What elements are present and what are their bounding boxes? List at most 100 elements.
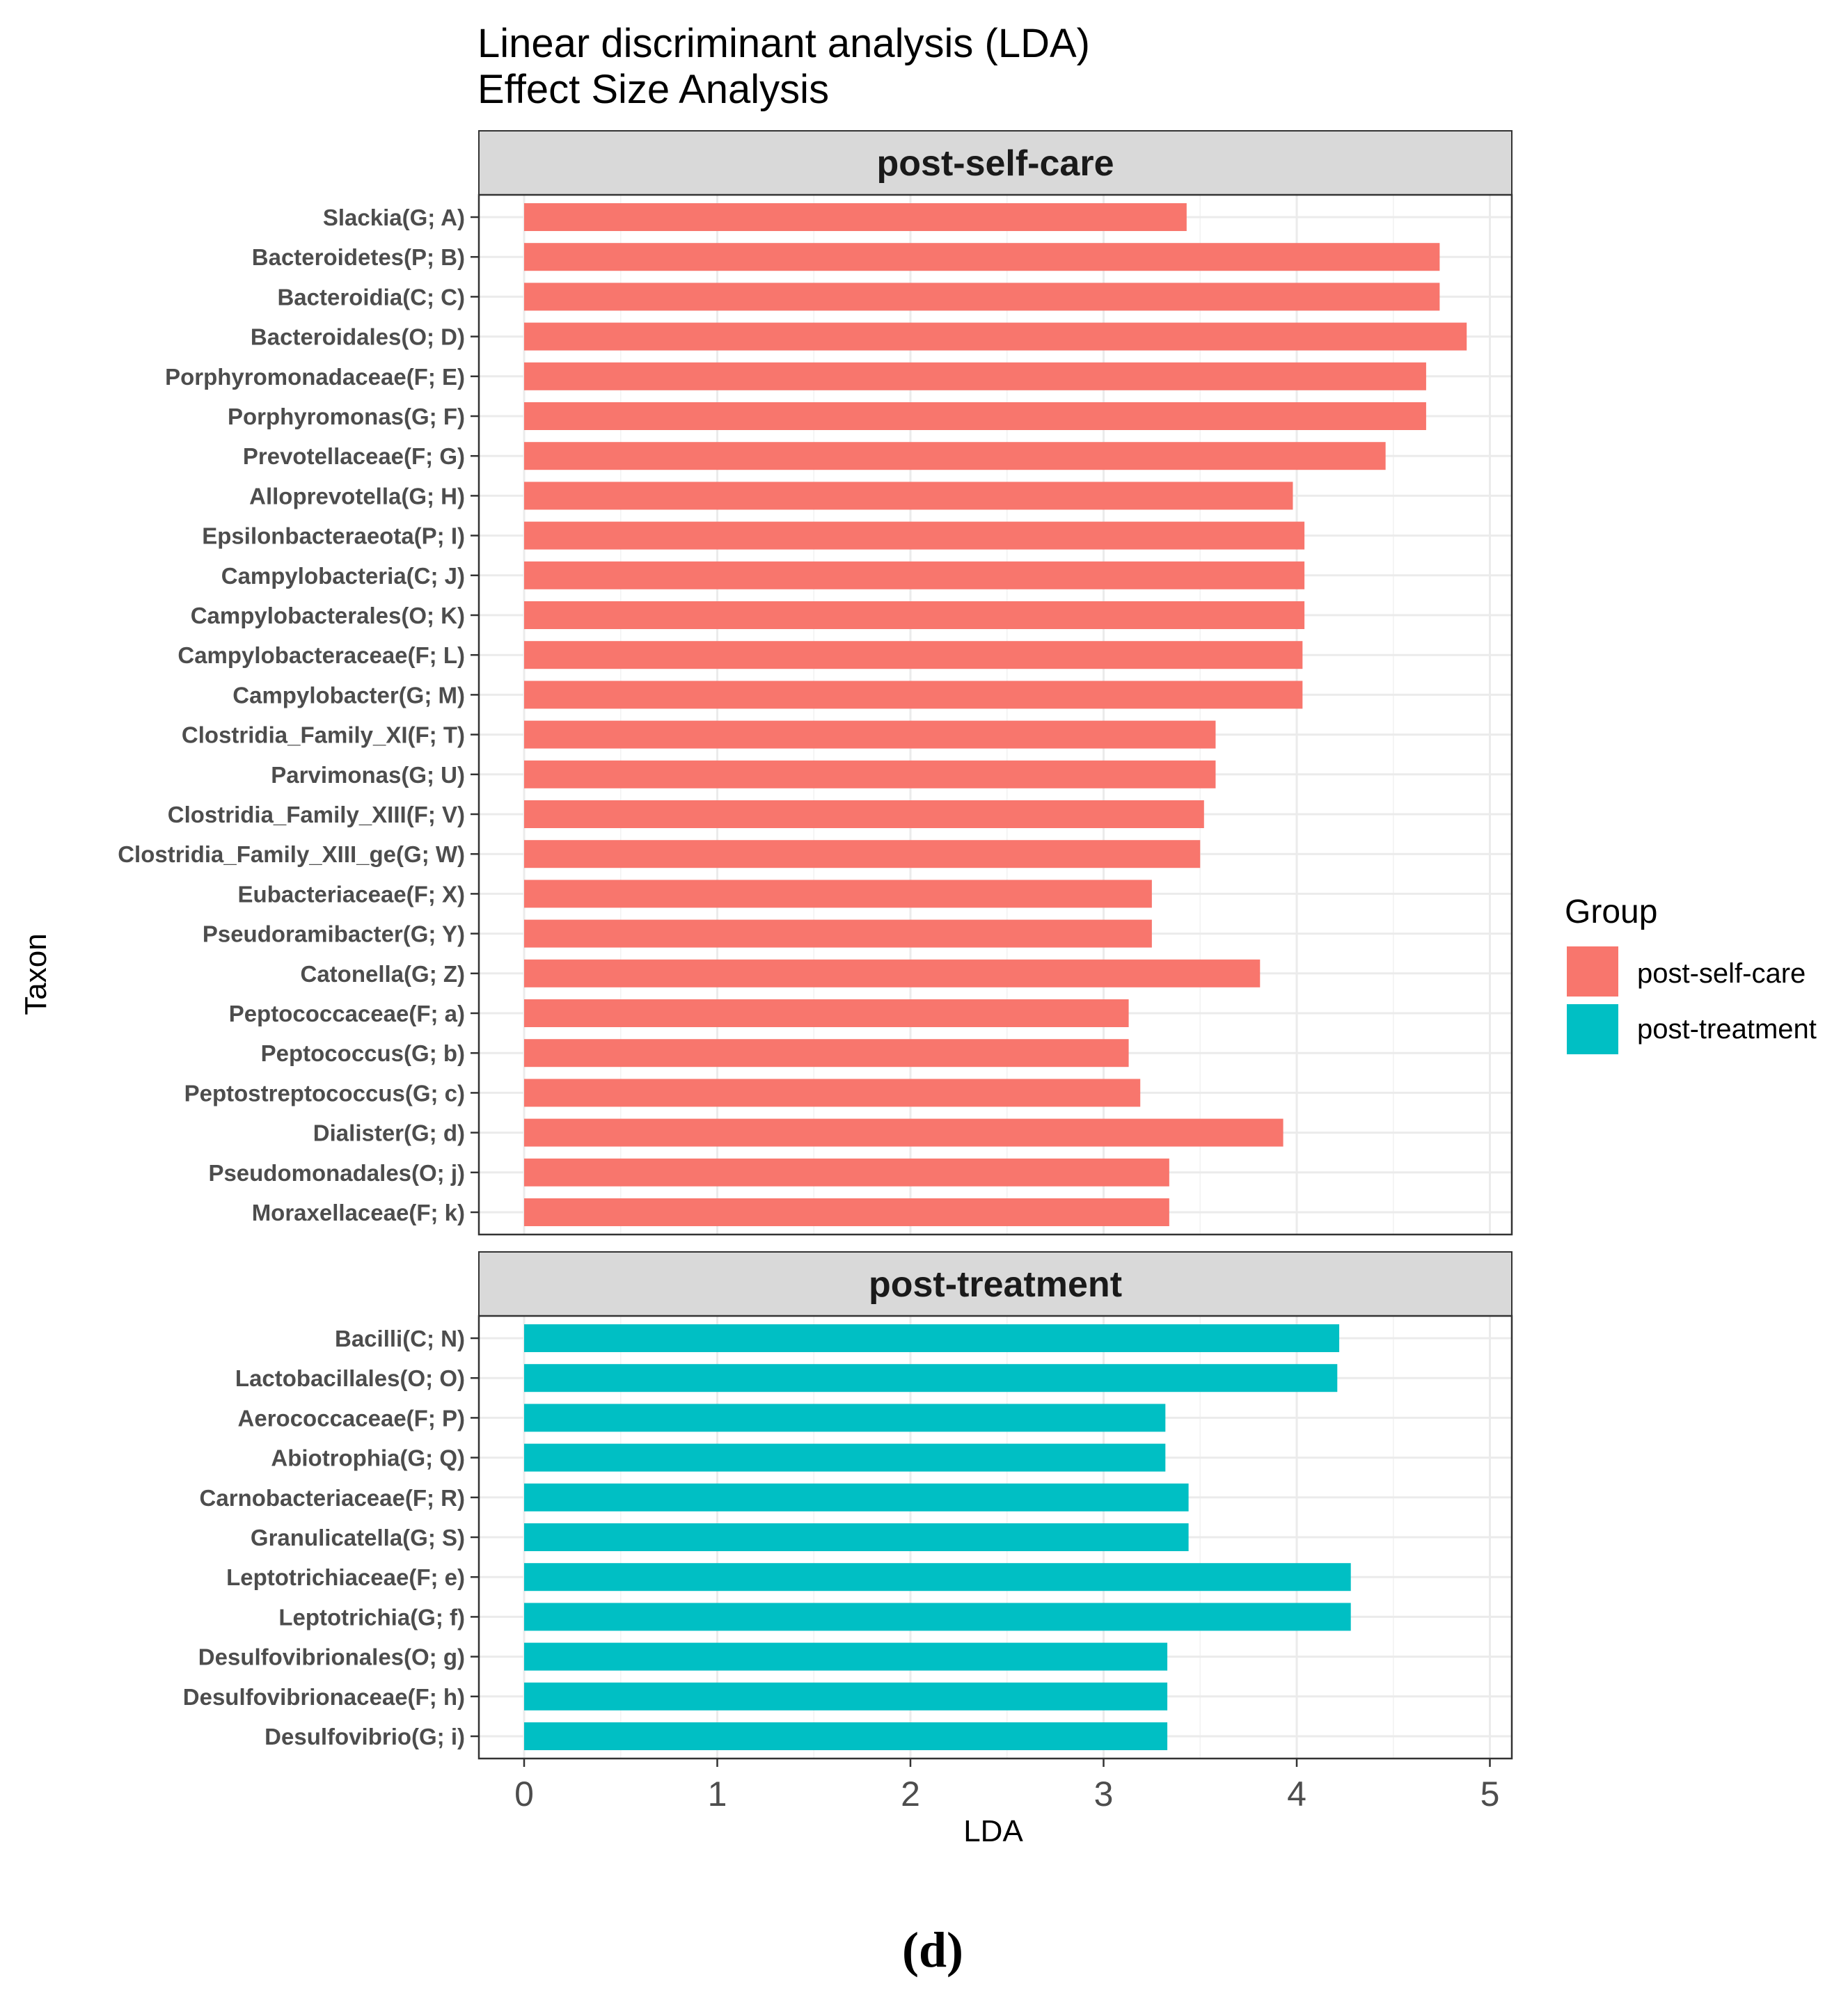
bar-eubacteriaceae-f-x	[524, 880, 1152, 908]
legend-key-post-treatment	[1567, 1004, 1618, 1054]
bar-desulfovibrionales-o-g	[524, 1642, 1168, 1671]
y-tick-label: Eubacteriaceae(F; X)	[238, 881, 465, 907]
bar-desulfovibrionaceae-f-h	[524, 1682, 1168, 1711]
bar-catonella-g-z	[524, 959, 1261, 987]
y-tick-label: Campylobacteria(C; J)	[221, 563, 465, 589]
bar-dialister-g-d	[524, 1118, 1284, 1147]
y-tick-label: Clostridia_Family_XIII_ge(G; W)	[118, 841, 465, 867]
legend-title: Group	[1565, 894, 1657, 930]
legend: Group post-self-care post-treatment	[1565, 894, 1817, 1054]
bar-moraxellaceae-f-k	[524, 1198, 1169, 1226]
y-tick-label: Clostridia_Family_XIII(F; V)	[168, 802, 465, 827]
y-axis-title: Taxon	[19, 933, 53, 1015]
x-tick-label: 3	[1094, 1775, 1114, 1814]
y-tick-label: Desulfovibrionaceae(F; h)	[183, 1684, 465, 1710]
x-tick-label: 2	[901, 1775, 920, 1814]
y-tick-label: Clostridia_Family_XI(F; T)	[182, 722, 465, 748]
y-tick-label: Peptococcaceae(F; a)	[229, 1001, 465, 1026]
bar-slackia-g-a	[524, 203, 1187, 231]
bar-leptotrichia-g-f	[524, 1603, 1351, 1631]
y-tick-label: Leptotrichia(G; f)	[278, 1604, 465, 1630]
y-tick-label: Campylobacteraceae(F; L)	[177, 642, 465, 668]
y-tick-label: Granulicatella(G; S)	[251, 1525, 465, 1550]
bar-peptococcus-g-b	[524, 1039, 1129, 1068]
panel-border-post-treatment	[477, 1315, 1513, 1760]
y-tick-label: Bacilli(C; N)	[335, 1326, 465, 1351]
bar-pseudomonadales-o-j	[524, 1158, 1169, 1186]
y-tick-label: Catonella(G; Z)	[301, 961, 466, 987]
chart-subtitle: Effect Size Analysis	[477, 67, 829, 112]
panel-post-treatment: post-treatment Bacilli(C; N) Lactobacillal…	[183, 1251, 1513, 1760]
facet-panels: post-self-care Slackia(G; A) Bacteroidetes…	[118, 130, 1513, 1760]
bar-porphyromonadaceae-f-e	[524, 362, 1426, 390]
y-tick-label: Desulfovibrionales(O; g)	[198, 1644, 465, 1670]
bar-porphyromonas-g-f	[524, 402, 1426, 430]
y-tick-label: Epsilonbacteraeota(P; I)	[202, 523, 465, 549]
y-tick-label: Pseudomonadales(O; j)	[208, 1160, 465, 1186]
x-axis: 0 1 2 3 4 5	[514, 1759, 1499, 1814]
bar-aerococcaceae-f-p	[524, 1404, 1166, 1432]
y-tick-label: Peptostreptococcus(G; c)	[184, 1080, 465, 1106]
y-tick-label: Campylobacter(G; M)	[232, 682, 465, 708]
y-tick-label: Pseudoramibacter(G; Y)	[203, 921, 465, 947]
bar-clostridia-family-xi-f-t	[524, 720, 1216, 749]
y-tick-label: Desulfovibrio(G; i)	[264, 1724, 465, 1749]
y-tick-label: Porphyromonadaceae(F; E)	[165, 364, 465, 390]
y-tick-label: Carnobacteriaceae(F; R)	[200, 1485, 465, 1511]
bar-peptostreptococcus-g-c	[524, 1079, 1141, 1107]
x-tick-label: 4	[1287, 1775, 1306, 1814]
bar-campylobacteria-c-j	[524, 561, 1305, 589]
panel-post-self-care: post-self-care Slackia(G; A) Bacteroidetes…	[118, 130, 1513, 1236]
y-tick-label: Campylobacterales(O; K)	[191, 603, 465, 628]
bar-bacteroidales-o-d	[524, 322, 1467, 351]
bar-desulfovibrio-g-i	[524, 1722, 1168, 1750]
y-tick-label: Bacteroidia(C; C)	[277, 284, 465, 310]
bar-bacteroidia-c-c	[524, 283, 1440, 311]
figure-caption: (d)	[902, 1922, 963, 1978]
y-tick-label: Moraxellaceae(F; k)	[252, 1200, 465, 1225]
bar-clostridia-family-xiii-f-v	[524, 800, 1204, 828]
panel-border-post-self-care	[477, 193, 1513, 1236]
y-tick-label: Abiotrophia(G; Q)	[271, 1445, 465, 1471]
bar-carnobacteriaceae-f-r	[524, 1483, 1189, 1511]
y-tick-label: Prevotellaceae(F; G)	[243, 443, 465, 469]
bar-leptotrichiaceae-f-e	[524, 1563, 1351, 1592]
bar-prevotellaceae-f-g	[524, 442, 1386, 470]
bar-bacteroidetes-p-b	[524, 243, 1440, 271]
bar-abiotrophia-g-q	[524, 1443, 1166, 1472]
x-tick-label: 1	[708, 1775, 727, 1814]
x-tick-label: 0	[514, 1775, 534, 1814]
bar-pseudoramibacter-g-y	[524, 919, 1152, 948]
y-tick-label: Slackia(G; A)	[323, 205, 465, 230]
legend-label-post-treatment: post-treatment	[1637, 1014, 1817, 1045]
bar-alloprevotella-g-h	[524, 482, 1293, 510]
bar-campylobacterales-o-k	[524, 601, 1305, 629]
strip-post-self-care	[478, 130, 1513, 196]
y-tick-label: Porphyromonas(G; F)	[228, 404, 465, 429]
strip-label-post-self-care: post-self-care	[877, 143, 1114, 184]
y-tick-label: Dialister(G; d)	[313, 1120, 465, 1146]
bar-campylobacteraceae-f-l	[524, 641, 1303, 669]
legend-key-post-self-care	[1567, 946, 1618, 997]
bar-bacilli-c-n	[524, 1324, 1340, 1352]
x-axis-title: LDA	[963, 1814, 1023, 1848]
bar-parvimonas-g-u	[524, 760, 1216, 788]
plot-area-post-self-care	[479, 195, 1512, 1235]
bar-granulicatella-g-s	[524, 1523, 1189, 1551]
bar-lactobacillales-o-o	[524, 1364, 1338, 1392]
y-tick-label: Bacteroidales(O; D)	[251, 324, 465, 350]
legend-label-post-self-care: post-self-care	[1637, 958, 1806, 989]
x-tick-label: 5	[1480, 1775, 1500, 1814]
y-tick-label: Aerococcaceae(F; P)	[238, 1405, 465, 1431]
y-tick-label: Bacteroidetes(P; B)	[252, 244, 465, 270]
chart-title: Linear discriminant analysis (LDA)	[477, 21, 1090, 66]
y-tick-label: Peptococcus(G; b)	[261, 1040, 465, 1066]
y-tick-label: Leptotrichiaceae(F; e)	[226, 1564, 465, 1590]
y-tick-label: Parvimonas(G; U)	[271, 762, 465, 788]
bar-epsilonbacteraeota-p-i	[524, 521, 1305, 550]
strip-label-post-treatment: post-treatment	[869, 1264, 1122, 1305]
bar-peptococcaceae-f-a	[524, 999, 1129, 1027]
bar-clostridia-family-xiii-ge-g-w	[524, 840, 1201, 868]
y-tick-label: Alloprevotella(G; H)	[249, 483, 465, 509]
